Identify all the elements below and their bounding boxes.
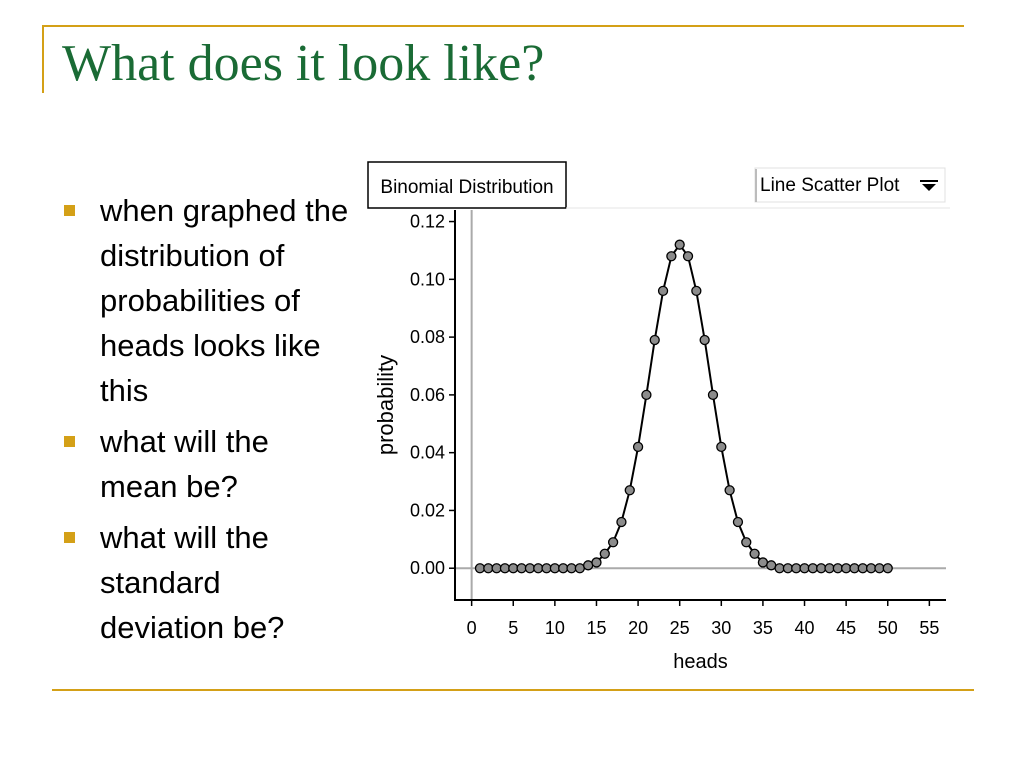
x-tick-label: 40 xyxy=(795,618,815,638)
data-point xyxy=(483,563,494,574)
data-point xyxy=(707,389,719,401)
data-point xyxy=(840,563,852,574)
bullet-item: what will the mean be? xyxy=(60,419,350,509)
data-point xyxy=(508,563,519,574)
y-axis-label: probability xyxy=(373,355,398,455)
x-tick-label: 10 xyxy=(545,618,565,638)
bullet-text: what will the standard deviation be? xyxy=(100,520,285,645)
data-point xyxy=(732,516,744,528)
x-ticks: 0 5 10 15 20 25 30 35 40 45 50 55 xyxy=(467,600,939,638)
data-point xyxy=(624,485,635,496)
bullet-list: when graphed the distribution of probabi… xyxy=(60,188,350,656)
triangle-down-icon[interactable] xyxy=(920,180,938,191)
data-point xyxy=(691,285,702,297)
y-tick-label: 0.06 xyxy=(410,385,445,405)
x-tick-label: 5 xyxy=(508,618,518,638)
data-point xyxy=(741,537,752,548)
data-point xyxy=(791,563,802,574)
data-point xyxy=(607,537,619,548)
data-point xyxy=(666,251,677,262)
bullet-item: what will the standard deviation be? xyxy=(60,515,350,650)
data-point xyxy=(583,560,594,571)
bullet-text: what will the mean be? xyxy=(100,424,269,504)
dropdown-box xyxy=(754,167,946,203)
data-point xyxy=(632,441,644,453)
series-line xyxy=(480,242,888,570)
data-point xyxy=(558,563,569,574)
bullet-item: when graphed the distribution of probabi… xyxy=(60,188,350,413)
data-point xyxy=(474,563,486,574)
data-point xyxy=(524,563,536,574)
data-points xyxy=(474,239,893,574)
distribution-box xyxy=(367,161,567,209)
data-point xyxy=(774,563,785,574)
y-tick-label: 0.04 xyxy=(410,443,445,463)
data-point xyxy=(549,563,561,574)
bullet-text: when graphed the distribution of probabi… xyxy=(100,193,349,408)
x-tick-label: 25 xyxy=(670,618,690,638)
x-tick-label: 35 xyxy=(753,618,773,638)
data-point xyxy=(874,563,885,574)
x-axis-label: heads xyxy=(673,651,728,673)
data-point xyxy=(766,560,777,571)
x-tick-label: 30 xyxy=(711,618,731,638)
data-point xyxy=(849,563,860,574)
data-point xyxy=(716,441,727,453)
x-tick-label: 20 xyxy=(628,618,648,638)
y-tick-label: 0.08 xyxy=(410,327,445,347)
y-tick-label: 0.00 xyxy=(410,558,445,578)
slide-title: What does it look like? xyxy=(62,35,545,92)
data-point xyxy=(782,563,794,574)
data-point xyxy=(824,563,835,574)
frame-vertical-accent xyxy=(42,25,44,93)
square-bullet-icon xyxy=(64,205,75,216)
y-tick-label: 0.12 xyxy=(410,212,445,232)
plot-type-dropdown[interactable]: Line Scatter Plot xyxy=(754,167,946,203)
data-point xyxy=(857,563,868,574)
data-point xyxy=(499,563,511,574)
x-tick-label: 55 xyxy=(919,618,939,638)
data-point xyxy=(816,563,827,574)
x-tick-label: 45 xyxy=(836,618,856,638)
data-point xyxy=(541,563,552,574)
data-point xyxy=(574,563,585,574)
data-point xyxy=(682,251,694,262)
y-ticks: 0.00 0.02 0.04 0.06 0.08 0.10 0.12 xyxy=(410,212,455,578)
x-tick-label: 50 xyxy=(878,618,898,638)
distribution-label: Binomial Distribution xyxy=(380,177,553,198)
square-bullet-icon xyxy=(64,532,75,543)
data-point xyxy=(799,563,810,574)
data-point xyxy=(491,563,502,574)
x-tick-label: 0 xyxy=(467,618,477,638)
data-point xyxy=(882,563,893,574)
data-point xyxy=(641,389,652,401)
data-point xyxy=(657,285,669,297)
plot-type-label: Line Scatter Plot xyxy=(760,175,900,196)
frame-bottom-rule xyxy=(52,689,974,691)
data-point xyxy=(649,334,660,346)
frame-top-rule xyxy=(42,25,964,27)
x-tick-label: 15 xyxy=(586,618,606,638)
data-point xyxy=(516,563,527,574)
data-point xyxy=(832,563,843,574)
data-point xyxy=(807,563,818,574)
data-point xyxy=(699,334,710,346)
data-point xyxy=(533,563,544,574)
data-point xyxy=(599,548,610,559)
data-point xyxy=(749,548,760,559)
data-point xyxy=(724,485,735,496)
data-point xyxy=(865,563,877,574)
square-bullet-icon xyxy=(64,436,75,447)
data-point xyxy=(591,557,602,568)
distribution-selector[interactable]: Binomial Distribution xyxy=(367,161,567,209)
data-point xyxy=(674,239,685,250)
y-tick-label: 0.10 xyxy=(410,269,445,289)
y-tick-label: 0.02 xyxy=(410,500,445,520)
plot-area: 0.00 0.02 0.04 0.06 0.08 0.10 0.12 0 5 10 15 20 25 3… xyxy=(373,210,946,673)
binomial-chart: Binomial Distribution Line Scatter Plot … xyxy=(367,161,950,673)
data-point xyxy=(566,563,577,574)
data-point xyxy=(757,557,769,568)
data-point xyxy=(616,516,627,528)
